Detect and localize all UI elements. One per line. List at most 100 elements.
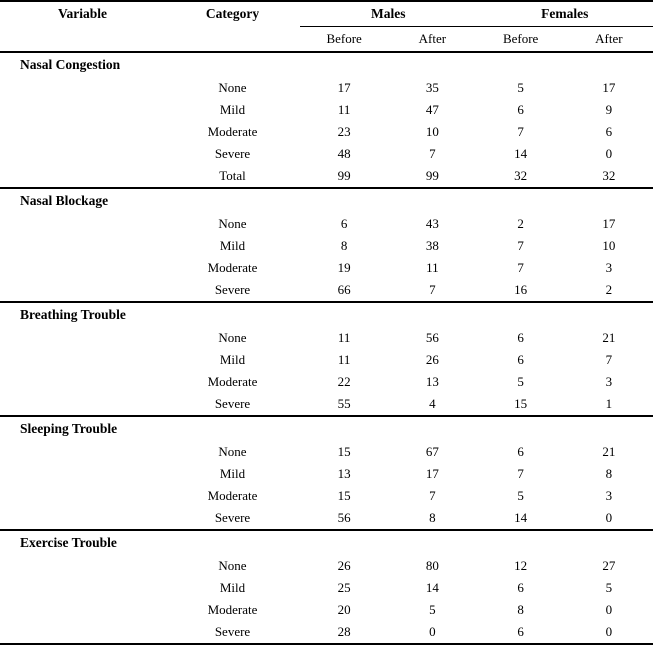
- value-cell: 26: [337, 558, 351, 573]
- section-rows: None 11 56 6 21 Mild 11 26 6 7 Moderate …: [0, 327, 653, 415]
- value-cell: 6: [517, 330, 524, 345]
- value-cell: 56: [425, 330, 439, 345]
- category-cell: Severe: [214, 146, 251, 161]
- value-cell: 6: [517, 580, 524, 595]
- category-cell: Moderate: [207, 488, 258, 503]
- table-row: Moderate 20 5 8 0: [0, 599, 653, 621]
- value-cell: 6: [340, 216, 348, 231]
- value-cell: 0: [605, 602, 613, 617]
- value-zone: 26 80 12 27: [300, 558, 653, 574]
- value-cell: 17: [602, 216, 616, 231]
- value-zone: 15 67 6 21: [300, 444, 653, 460]
- category-cell: None: [218, 558, 247, 573]
- value-zone: 56 8 14 0: [300, 510, 653, 526]
- value-cell: 66: [337, 282, 351, 297]
- category-cell: None: [218, 444, 247, 459]
- value-cell: 99: [337, 168, 351, 183]
- value-cell: 11: [426, 260, 439, 275]
- value-cell: 0: [605, 624, 613, 639]
- category-cell: Severe: [214, 624, 251, 639]
- value-zone: 99 99 32 32: [300, 168, 653, 184]
- table-row: Mild 8 38 7 10: [0, 235, 653, 257]
- table-body: Nasal Congestion None 17 35 5 17 Mild 11…: [0, 53, 653, 645]
- group-header-zone: Males Females: [300, 6, 653, 22]
- value-cell: 22: [337, 374, 351, 389]
- value-zone: 55 4 15 1: [300, 396, 653, 412]
- variable-label-row: Sleeping Trouble: [0, 417, 653, 441]
- col-header-females-before: Before: [502, 31, 539, 46]
- value-cell: 16: [514, 282, 528, 297]
- subheader-zone: Before After Before After: [300, 25, 653, 52]
- value-cell: 5: [429, 602, 436, 617]
- value-zone: 8 38 7 10: [300, 238, 653, 254]
- value-cell: 47: [425, 102, 439, 117]
- table-row: Severe 55 4 15 1: [0, 393, 653, 415]
- variable-section: Nasal Blockage None 6 43 2 17 Mild 8 38 …: [0, 189, 653, 303]
- value-cell: 25: [337, 580, 351, 595]
- value-cell: 15: [514, 396, 528, 411]
- category-cell: None: [218, 80, 247, 95]
- category-cell: Severe: [214, 396, 251, 411]
- table-row: Mild 11 47 6 9: [0, 99, 653, 121]
- value-cell: 28: [337, 624, 351, 639]
- value-cell: 14: [514, 510, 528, 525]
- value-zone: 23 10 7 6: [300, 124, 653, 140]
- value-cell: 15: [337, 488, 351, 503]
- value-cell: 5: [517, 488, 524, 503]
- value-cell: 5: [517, 374, 524, 389]
- value-cell: 26: [425, 352, 439, 367]
- value-cell: 11: [337, 102, 351, 117]
- table-row: Mild 13 17 7 8: [0, 463, 653, 485]
- category-cell: Total: [219, 168, 246, 183]
- value-cell: 67: [425, 444, 439, 459]
- category-cell: Moderate: [207, 602, 258, 617]
- table-row: Severe 56 8 14 0: [0, 507, 653, 529]
- value-cell: 80: [425, 558, 439, 573]
- value-cell: 15: [337, 444, 351, 459]
- value-cell: 55: [337, 396, 351, 411]
- section-rows: None 15 67 6 21 Mild 13 17 7 8 Moderate …: [0, 441, 653, 529]
- variable-section: Nasal Congestion None 17 35 5 17 Mild 11…: [0, 53, 653, 189]
- value-cell: 6: [517, 352, 524, 367]
- value-cell: 7: [429, 146, 436, 161]
- value-cell: 7: [517, 238, 524, 253]
- value-zone: 13 17 7 8: [300, 466, 653, 482]
- value-cell: 32: [514, 168, 528, 183]
- variable-label-row: Nasal Congestion: [0, 53, 653, 77]
- value-cell: 14: [514, 146, 528, 161]
- table-row: Total 99 99 32 32: [0, 165, 653, 187]
- value-cell: 35: [425, 80, 439, 95]
- value-cell: 0: [429, 624, 436, 639]
- value-zone: 11 56 6 21: [300, 330, 653, 346]
- value-cell: 99: [425, 168, 439, 183]
- table-row: Severe 48 7 14 0: [0, 143, 653, 165]
- value-cell: 2: [605, 282, 613, 297]
- variable-section: Sleeping Trouble None 15 67 6 21 Mild 13…: [0, 417, 653, 531]
- value-zone: 11 47 6 9: [300, 102, 653, 118]
- table-row: Mild 25 14 6 5: [0, 577, 653, 599]
- value-cell: 8: [605, 466, 613, 481]
- value-cell: 10: [602, 238, 616, 253]
- table-row: Moderate 15 7 5 3: [0, 485, 653, 507]
- value-cell: 38: [425, 238, 439, 253]
- value-cell: 0: [605, 510, 613, 525]
- value-cell: 17: [425, 466, 439, 481]
- value-cell: 5: [517, 80, 524, 95]
- section-rows: None 26 80 12 27 Mild 25 14 6 5 Moderate…: [0, 555, 653, 643]
- value-cell: 14: [425, 580, 439, 595]
- col-header-females-after: After: [595, 31, 623, 46]
- category-cell: Severe: [214, 510, 251, 525]
- variable-label: Sleeping Trouble: [20, 421, 118, 436]
- table-row: None 11 56 6 21: [0, 327, 653, 349]
- section-rows: None 17 35 5 17 Mild 11 47 6 9 Moderate …: [0, 77, 653, 187]
- value-zone: 48 7 14 0: [300, 146, 653, 162]
- category-cell: Mild: [219, 352, 246, 367]
- value-cell: 1: [605, 396, 613, 411]
- value-cell: 20: [337, 602, 351, 617]
- table-row: Moderate 19 11 7 3: [0, 257, 653, 279]
- value-cell: 21: [602, 330, 616, 345]
- value-cell: 48: [337, 146, 351, 161]
- col-header-variable: Variable: [57, 6, 107, 21]
